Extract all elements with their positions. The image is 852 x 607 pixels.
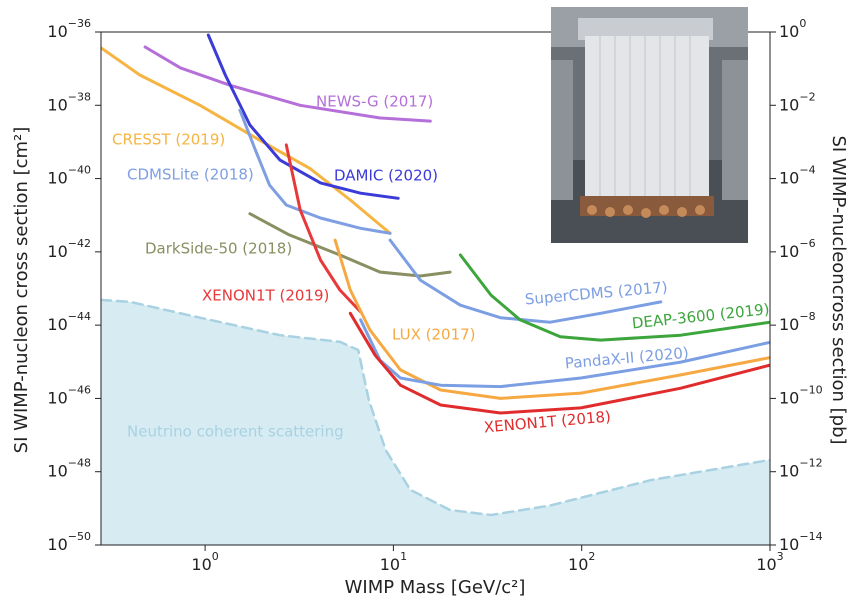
y2-tick-label-base: 10 [779,461,799,480]
curve-label: Neutrino coherent scattering [127,423,344,441]
y-axis-title: SI WIMP-nucleon cross section [cm²] [11,127,32,454]
y2-tick-label: 10−14 [779,530,823,554]
y2-tick-label-exponent: −10 [799,383,822,396]
y2-tick-label-exponent: −2 [799,90,815,103]
y2-tick-label-base: 10 [779,388,799,407]
y-tick-label: 10−48 [47,457,91,481]
y2-tick-label: 10−8 [779,310,816,334]
y2-tick-label-base: 10 [779,95,799,114]
x-tick-label-base: 10 [756,555,776,574]
y2-tick-label: 100 [779,17,806,41]
x-tick-label-exponent: 2 [588,550,595,563]
photo-inset [551,7,748,243]
y-tick-label-exponent: −44 [68,310,91,323]
y-tick-label-base: 10 [47,95,67,114]
series-line [458,253,770,342]
y-tick-label-base: 10 [47,168,67,187]
y-tick-label: 10−44 [47,310,91,334]
curve-label: LUX (2017) [392,326,476,344]
y-tick-label: 10−38 [47,90,91,114]
y2-tick-label: 10−4 [779,164,816,188]
series-line [101,46,392,235]
y-tick-label-exponent: −46 [68,383,91,396]
y-tick-label-exponent: −50 [68,530,91,543]
x-tick-label-exponent: 0 [212,550,219,563]
y2-tick-label-base: 10 [779,22,799,41]
y2-tick-label-exponent: −8 [799,310,815,323]
y2-tick-label: 10−10 [779,383,823,407]
x-tick-label-base: 10 [568,555,588,574]
y2-tick-label-exponent: −4 [799,164,815,177]
x-tick-label-exponent: 1 [400,550,407,563]
y-tick-label: 10−50 [47,530,91,554]
series-line [143,45,432,123]
curve-label: NEWS-G (2017) [316,93,433,111]
y2-tick-label-exponent: 0 [799,17,806,30]
x-axis-title: WIMP Mass [GeV/c²] [345,577,526,598]
y-tick-label-base: 10 [47,535,67,554]
series-line [284,143,363,314]
curve-label: XENON1T (2019) [202,287,329,305]
area-fill [101,299,770,545]
photo-frame-right [722,60,748,200]
series-line [348,311,770,415]
photo-cylinder-lines [599,36,691,196]
x-tick-label: 102 [568,550,595,574]
y-tick-label: 10−36 [47,17,91,41]
curve-label: DarkSide-50 (2018) [145,240,292,258]
y2-tick-label-base: 10 [779,315,799,334]
y2-tick-label-exponent: −6 [799,237,815,250]
x-tick-label-base: 10 [191,555,211,574]
y2-tick-label-base: 10 [779,535,799,554]
y-tick-label-base: 10 [47,22,67,41]
curve-label: CRESST (2019) [112,131,225,149]
y-tick-label-exponent: −42 [68,237,91,250]
y-tick-label-exponent: −48 [68,457,91,470]
x-tick-label-base: 10 [380,555,400,574]
photo-frame-left [551,60,573,200]
x-tick-label-exponent: 3 [777,550,784,563]
y2-tick-label-exponent: −12 [799,457,822,470]
x-tick-label: 100 [191,550,218,574]
y2-tick-label: 10−12 [779,457,823,481]
series-line [238,108,392,235]
y-tick-label-base: 10 [47,241,67,260]
y2-tick-label-base: 10 [779,168,799,187]
series-line [248,212,452,278]
series-line [388,238,663,324]
y-tick-label-exponent: −36 [68,17,91,30]
y2-tick-label-base: 10 [779,241,799,260]
y2-axis-title: SI WIMP-nucleoncross section [pb] [828,135,849,444]
plot-frame [100,31,771,546]
y-tick-label-exponent: −40 [68,164,91,177]
y-tick-label: 10−46 [47,383,91,407]
photo-cylinder [585,36,709,196]
curve-label: CDMSLite (2018) [127,166,254,184]
curve-label: DAMIC (2020) [334,167,438,185]
photo-rim [578,18,713,40]
y-tick-label-exponent: −38 [68,90,91,103]
y-tick-label-base: 10 [47,315,67,334]
x-tick-label: 103 [756,550,783,574]
curve-label: PandaX-II (2020) [564,344,689,373]
y2-tick-label-exponent: −14 [799,530,822,543]
y-tick-label-base: 10 [47,461,67,480]
y-tick-label: 10−42 [47,237,91,261]
photo-pmt-details [587,205,705,218]
series-line [101,298,770,517]
series-line [333,238,770,400]
series-line [206,33,400,200]
y-tick-label-base: 10 [47,388,67,407]
x-tick-label: 101 [380,550,407,574]
y-tick-label: 10−40 [47,164,91,188]
y2-tick-label: 10−6 [779,237,816,261]
y2-tick-label: 10−2 [779,90,816,114]
